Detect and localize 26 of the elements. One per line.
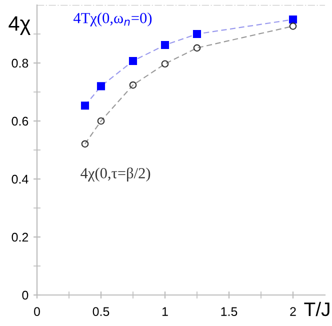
series-label: 4χ(0,τ=β/2): [80, 167, 150, 182]
point: [288, 15, 298, 24]
point: [161, 60, 169, 68]
point: [80, 102, 90, 110]
point: [128, 56, 138, 65]
x-tick-label: 1: [162, 307, 168, 316]
y-tick-label: 0.6: [12, 116, 28, 126]
y-tick-label: 0.8: [12, 58, 28, 68]
point: [289, 22, 297, 30]
y-axis-title: 4χ: [8, 16, 30, 35]
x-tick-label: 2: [290, 307, 296, 316]
point: [96, 82, 106, 90]
x-tick-label: 1.5: [221, 307, 238, 316]
x-tick-label: 0: [34, 307, 40, 316]
x-tick-label: 0.5: [92, 307, 110, 316]
y-tick-label: 0.4: [12, 174, 28, 184]
point: [193, 44, 201, 52]
y-tick-label: 0: [22, 290, 28, 300]
point: [129, 81, 137, 89]
point: [192, 30, 202, 38]
y-tick-label: 0.2: [12, 232, 28, 242]
series-label: 4Tχ(0,ω$_{n}$=0): [74, 12, 152, 26]
point: [81, 140, 89, 148]
point: [160, 40, 170, 50]
point: [97, 117, 105, 125]
x-axis-title: T/J: [304, 302, 330, 316]
